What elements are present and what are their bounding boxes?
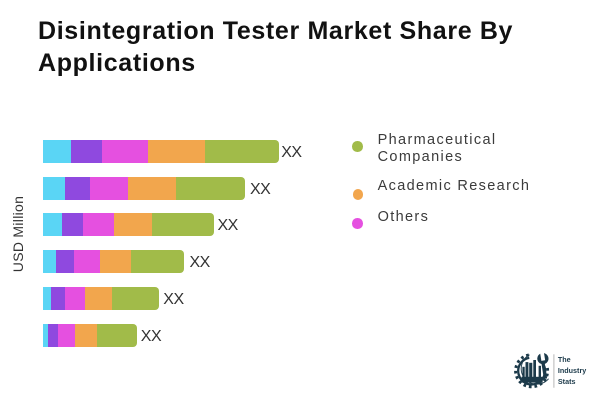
svg-text:Stats: Stats xyxy=(558,377,576,386)
svg-text:The: The xyxy=(558,355,571,364)
svg-text:Industry: Industry xyxy=(558,366,586,375)
